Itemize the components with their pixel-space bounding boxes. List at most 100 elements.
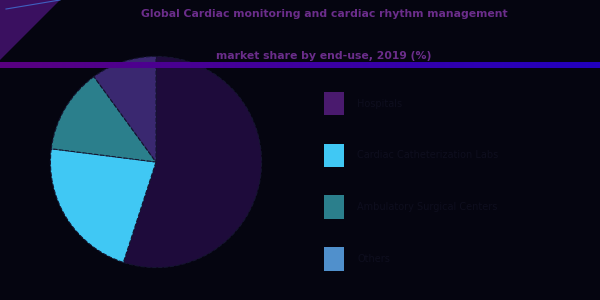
Bar: [127, 62, 128, 68]
Bar: [261, 62, 263, 68]
Bar: [359, 62, 361, 68]
Bar: [157, 62, 158, 68]
Bar: [333, 62, 335, 68]
Bar: [345, 62, 347, 68]
Bar: [329, 62, 331, 68]
Text: Global Cardiac monitoring and cardiac rhythm management: Global Cardiac monitoring and cardiac rh…: [140, 9, 508, 19]
Bar: [540, 62, 542, 68]
Bar: [379, 62, 381, 68]
Bar: [299, 62, 301, 68]
Bar: [407, 62, 409, 68]
Bar: [337, 62, 339, 68]
Bar: [548, 62, 550, 68]
Bar: [442, 62, 443, 68]
Bar: [538, 62, 540, 68]
Bar: [181, 62, 182, 68]
Bar: [394, 62, 395, 68]
Bar: [269, 62, 271, 68]
Bar: [243, 62, 245, 68]
Bar: [365, 62, 367, 68]
Bar: [584, 62, 586, 68]
Bar: [134, 62, 136, 68]
Bar: [136, 62, 139, 68]
Bar: [341, 62, 343, 68]
Bar: [353, 62, 355, 68]
Bar: [419, 62, 421, 68]
Bar: [121, 62, 122, 68]
Bar: [251, 62, 253, 68]
Bar: [433, 62, 436, 68]
Bar: [211, 62, 213, 68]
Bar: [164, 62, 167, 68]
Bar: [82, 62, 84, 68]
Bar: [321, 62, 323, 68]
Bar: [592, 62, 594, 68]
Bar: [324, 195, 343, 219]
Bar: [544, 62, 546, 68]
Bar: [237, 62, 239, 68]
Bar: [406, 62, 407, 68]
Bar: [478, 62, 479, 68]
Bar: [343, 62, 345, 68]
Bar: [109, 62, 110, 68]
Bar: [219, 62, 221, 68]
Bar: [512, 62, 514, 68]
Bar: [588, 62, 590, 68]
Bar: [349, 62, 351, 68]
Bar: [494, 62, 496, 68]
Bar: [409, 62, 412, 68]
Bar: [176, 62, 179, 68]
Bar: [194, 62, 197, 68]
Bar: [34, 62, 36, 68]
Bar: [467, 62, 470, 68]
Bar: [421, 62, 424, 68]
Bar: [188, 62, 191, 68]
Bar: [518, 62, 520, 68]
Text: Others: Others: [357, 254, 390, 264]
Bar: [550, 62, 552, 68]
Bar: [24, 62, 26, 68]
Bar: [430, 62, 431, 68]
Bar: [239, 62, 241, 68]
Bar: [52, 62, 54, 68]
Bar: [26, 62, 28, 68]
Bar: [562, 62, 564, 68]
Bar: [391, 62, 394, 68]
Bar: [116, 62, 118, 68]
Bar: [594, 62, 596, 68]
Bar: [6, 62, 8, 68]
Bar: [78, 62, 80, 68]
Bar: [301, 62, 303, 68]
Bar: [62, 62, 64, 68]
Bar: [291, 62, 293, 68]
Bar: [497, 62, 500, 68]
Bar: [233, 62, 235, 68]
Bar: [12, 62, 14, 68]
Bar: [175, 62, 176, 68]
Bar: [564, 62, 566, 68]
Bar: [324, 92, 343, 116]
Bar: [458, 62, 460, 68]
Bar: [454, 62, 455, 68]
Bar: [215, 62, 217, 68]
Bar: [431, 62, 433, 68]
Bar: [484, 62, 485, 68]
Bar: [281, 62, 283, 68]
Bar: [145, 62, 146, 68]
Bar: [323, 62, 325, 68]
Wedge shape: [50, 149, 156, 262]
Bar: [40, 62, 42, 68]
Bar: [182, 62, 185, 68]
Bar: [22, 62, 24, 68]
Text: Hospitals: Hospitals: [357, 99, 402, 109]
Bar: [582, 62, 584, 68]
Bar: [179, 62, 181, 68]
Bar: [285, 62, 287, 68]
Bar: [590, 62, 592, 68]
Bar: [221, 62, 223, 68]
Bar: [103, 62, 104, 68]
Bar: [554, 62, 556, 68]
Bar: [124, 62, 127, 68]
Bar: [193, 62, 194, 68]
Bar: [570, 62, 572, 68]
